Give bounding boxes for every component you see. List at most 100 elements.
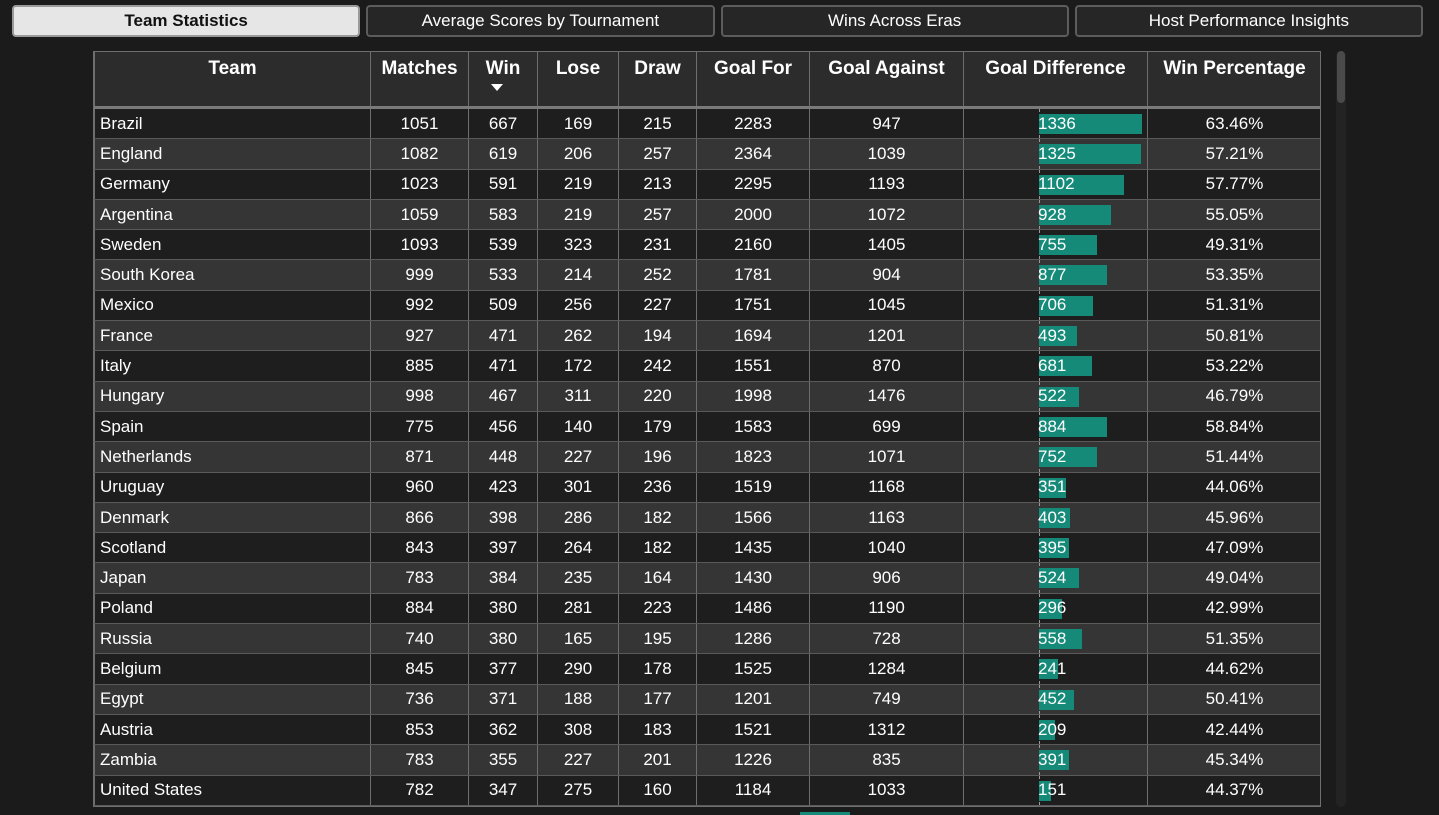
- cell-win: 397: [468, 532, 538, 564]
- cell-matches: 1093: [370, 229, 469, 261]
- cell-goal-difference: 706: [963, 290, 1148, 322]
- table-row[interactable]: Sweden 1093 539 323 231 2160 1405 755 49.31%: [94, 229, 1320, 261]
- cell-team: Argentina: [94, 199, 371, 231]
- cell-matches: 1051: [370, 107, 469, 140]
- horizontal-scroll-thumb[interactable]: [800, 812, 850, 815]
- goal-difference-value: 752: [1038, 446, 1067, 466]
- table-row[interactable]: Zambia 783 355 227 201 1226 835 391 45.34%: [94, 744, 1320, 776]
- data-table: Team Matches Win Lose Draw Goal For Goal…: [94, 52, 1320, 806]
- cell-win: 619: [468, 138, 538, 170]
- tab-average-scores-by-tournament[interactable]: Average Scores by Tournament: [366, 5, 715, 37]
- table-row[interactable]: Japan 783 384 235 164 1430 906 524 49.04%: [94, 562, 1320, 594]
- goal-difference-value: 524: [1038, 568, 1067, 588]
- cell-lose: 188: [537, 684, 619, 715]
- column-header-win-percentage[interactable]: Win Percentage: [1147, 52, 1320, 109]
- cell-goal-against: 728: [809, 623, 964, 655]
- table-row[interactable]: Uruguay 960 423 301 236 1519 1168 351 44.06%: [94, 472, 1320, 503]
- cell-team: Poland: [94, 593, 371, 625]
- table-row[interactable]: Russia 740 380 165 195 1286 728 558 51.35%: [94, 623, 1320, 655]
- column-header-matches[interactable]: Matches: [370, 52, 469, 109]
- cell-draw: 227: [618, 290, 697, 322]
- cell-matches: 992: [370, 290, 469, 322]
- table-row[interactable]: Italy 885 471 172 242 1551 870 681 53.22%: [94, 350, 1320, 382]
- vertical-scroll-thumb[interactable]: [1337, 51, 1345, 103]
- column-header-goal-for[interactable]: Goal For: [696, 52, 810, 109]
- goal-difference-bar: [1039, 568, 1079, 589]
- cell-win: 355: [468, 744, 538, 776]
- column-header-lose[interactable]: Lose: [537, 52, 619, 109]
- cell-matches: 999: [370, 259, 469, 291]
- cell-win: 384: [468, 562, 538, 594]
- table-row[interactable]: Denmark 866 398 286 182 1566 1163 403 45.96%: [94, 502, 1320, 534]
- cell-draw: 215: [618, 107, 697, 140]
- cell-draw: 194: [618, 320, 697, 352]
- cell-goal-difference: 493: [963, 320, 1148, 352]
- cell-goal-for: 1184: [696, 775, 810, 806]
- table-row[interactable]: Austria 853 362 308 183 1521 1312 209 42.44%: [94, 714, 1320, 746]
- table-row[interactable]: Germany 1023 591 219 213 2295 1193 1102 57.77%: [94, 169, 1320, 200]
- cell-goal-for: 1998: [696, 381, 810, 412]
- cell-draw: 231: [618, 229, 697, 261]
- cell-goal-against: 1072: [809, 199, 964, 231]
- table-row[interactable]: Belgium 845 377 290 178 1525 1284 241 44.62%: [94, 653, 1320, 685]
- cell-goal-against: 1040: [809, 532, 964, 564]
- table-row[interactable]: Hungary 998 467 311 220 1998 1476 522 46.79%: [94, 381, 1320, 412]
- goal-difference-bar: [1039, 144, 1141, 165]
- table-row[interactable]: Netherlands 871 448 227 196 1823 1071 752 51.44%: [94, 441, 1320, 473]
- cell-win-percentage: 47.09%: [1147, 532, 1320, 564]
- goal-difference-value: 493: [1038, 325, 1067, 345]
- table-row[interactable]: England 1082 619 206 257 2364 1039 1325 57.21%: [94, 138, 1320, 170]
- goal-difference-bar: [1039, 114, 1142, 134]
- cell-draw: 242: [618, 350, 697, 382]
- cell-win-percentage: 44.06%: [1147, 472, 1320, 503]
- cell-win-percentage: 57.77%: [1147, 169, 1320, 200]
- tab-wins-across-eras[interactable]: Wins Across Eras: [720, 5, 1069, 37]
- column-header-goal-against[interactable]: Goal Against: [809, 52, 964, 109]
- cell-goal-against: 906: [809, 562, 964, 594]
- cell-lose: 219: [537, 169, 619, 200]
- tab-host-performance-insights[interactable]: Host Performance Insights: [1074, 5, 1423, 37]
- table-row[interactable]: Scotland 843 397 264 182 1435 1040 395 47.09%: [94, 532, 1320, 564]
- cell-lose: 165: [537, 623, 619, 655]
- cell-goal-against: 947: [809, 107, 964, 140]
- vertical-scrollbar[interactable]: [1336, 51, 1346, 807]
- column-header-draw[interactable]: Draw: [618, 52, 697, 109]
- table-row[interactable]: Argentina 1059 583 219 257 2000 1072 928 55.05%: [94, 199, 1320, 231]
- goal-difference-value: 151: [1038, 780, 1067, 800]
- tab-team-statistics[interactable]: Team Statistics: [12, 5, 361, 37]
- cell-goal-difference: 1325: [963, 138, 1148, 170]
- column-header-team[interactable]: Team: [94, 52, 371, 109]
- goal-difference-value: 522: [1038, 386, 1067, 406]
- column-header-goal-difference[interactable]: Goal Difference: [963, 52, 1148, 109]
- table-row[interactable]: Poland 884 380 281 223 1486 1190 296 42.99%: [94, 593, 1320, 625]
- table-row[interactable]: Spain 775 456 140 179 1583 699 884 58.84%: [94, 411, 1320, 443]
- cell-goal-for: 2364: [696, 138, 810, 170]
- table-row[interactable]: France 927 471 262 194 1694 1201 493 50.81%: [94, 320, 1320, 352]
- cell-matches: 871: [370, 441, 469, 473]
- cell-goal-for: 1525: [696, 653, 810, 685]
- goal-difference-value: 681: [1038, 356, 1067, 376]
- cell-goal-for: 1486: [696, 593, 810, 625]
- cell-win: 471: [468, 350, 538, 382]
- cell-goal-difference: 752: [963, 441, 1148, 473]
- cell-goal-for: 1430: [696, 562, 810, 594]
- table-row[interactable]: Brazil 1051 667 169 215 2283 947 1336 63.46%: [94, 107, 1320, 140]
- cell-goal-for: 1551: [696, 350, 810, 382]
- cell-goal-difference: 522: [963, 381, 1148, 412]
- table-row[interactable]: South Korea 999 533 214 252 1781 904 877 53.35%: [94, 259, 1320, 291]
- table-row[interactable]: Egypt 736 371 188 177 1201 749 452 50.41%: [94, 684, 1320, 715]
- cell-lose: 286: [537, 502, 619, 534]
- cell-goal-difference: 452: [963, 684, 1148, 715]
- cell-win-percentage: 42.99%: [1147, 593, 1320, 625]
- cell-goal-difference: 928: [963, 199, 1148, 231]
- cell-team: South Korea: [94, 259, 371, 291]
- cell-goal-against: 904: [809, 259, 964, 291]
- cell-team: Denmark: [94, 502, 371, 534]
- sort-descending-icon: [491, 84, 503, 91]
- cell-matches: 845: [370, 653, 469, 685]
- table-row[interactable]: Mexico 992 509 256 227 1751 1045 706 51.31%: [94, 290, 1320, 322]
- table-row[interactable]: United States 782 347 275 160 1184 1033 151 44.3…: [94, 775, 1320, 806]
- cell-matches: 866: [370, 502, 469, 534]
- cell-team: Zambia: [94, 744, 371, 776]
- column-header-win[interactable]: Win: [468, 52, 538, 109]
